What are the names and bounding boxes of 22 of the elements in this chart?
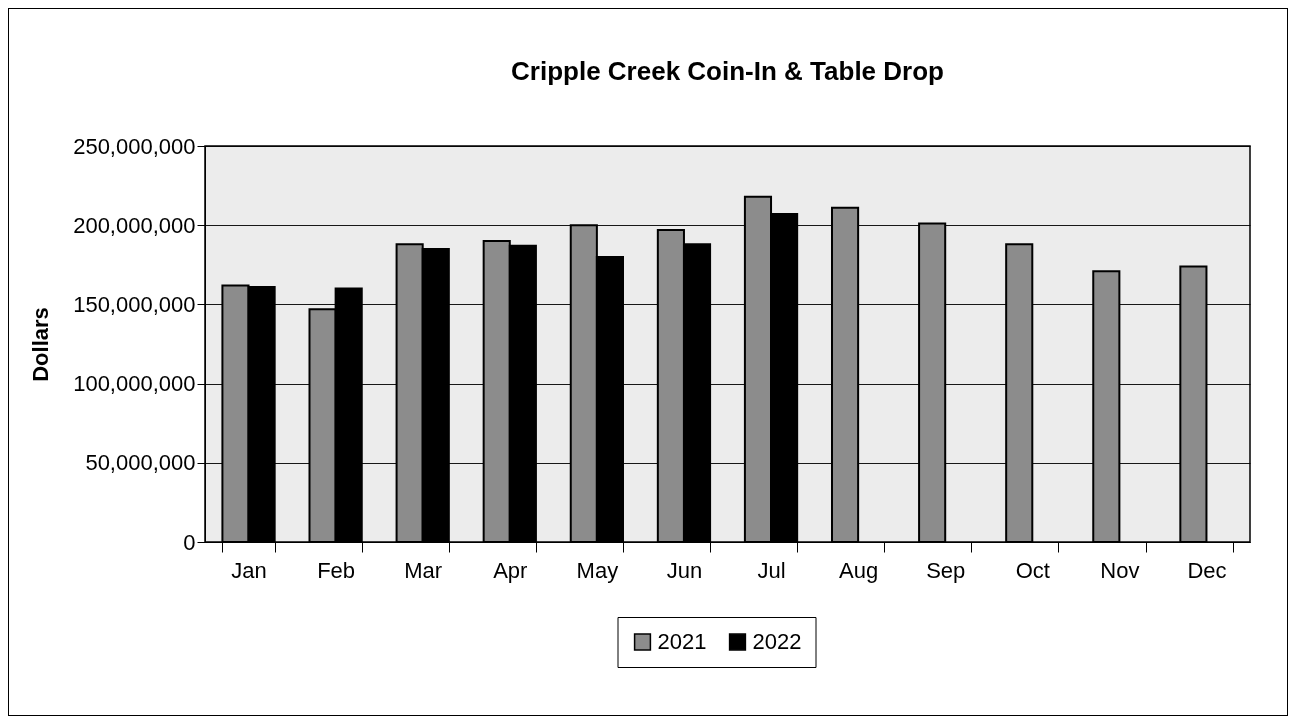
- x-tick-label: Mar: [404, 557, 443, 583]
- y-axis-title: Dollars: [28, 307, 54, 382]
- x-tick-label: Oct: [1015, 557, 1050, 583]
- y-tick-label: 0: [183, 529, 196, 555]
- x-tick-label: Jan: [231, 557, 267, 583]
- legend-label: 2021: [657, 629, 707, 654]
- y-tick-label: 150,000,000: [73, 291, 196, 317]
- y-tick-label: 100,000,000: [73, 371, 196, 397]
- x-tick-label: Jun: [666, 557, 703, 583]
- chart-title: Cripple Creek Coin-In & Table Drop: [511, 56, 944, 86]
- x-tick-label: Aug: [839, 557, 879, 583]
- x-tick-label: Nov: [1100, 557, 1140, 583]
- x-tick-label: Apr: [493, 557, 528, 583]
- y-tick-label: 250,000,000: [73, 133, 196, 159]
- y-tick-label: 50,000,000: [85, 450, 196, 476]
- x-tick-label: May: [576, 557, 619, 583]
- x-tick-label: Jul: [757, 557, 786, 583]
- x-tick-label: Feb: [317, 557, 356, 583]
- x-tick-label: Sep: [926, 557, 966, 583]
- x-tick-label: Dec: [1187, 557, 1227, 583]
- legend-label: 2022: [752, 629, 802, 654]
- y-tick-label: 200,000,000: [73, 212, 196, 238]
